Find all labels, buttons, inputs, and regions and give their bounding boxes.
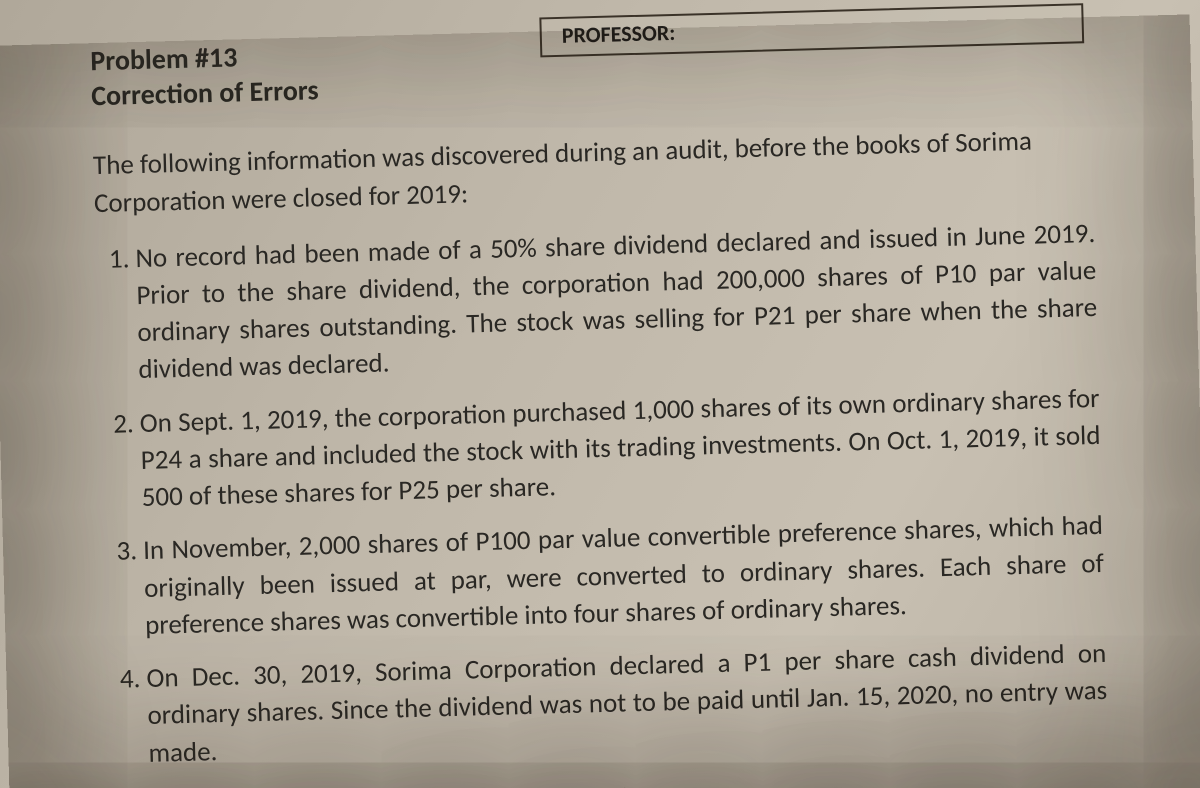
professor-label: PROFESSOR:: [561, 19, 675, 49]
list-item: On Sept. 1, 2019, the corporation purcha…: [139, 380, 1102, 517]
page: PROFESSOR: Problem #13 Correction of Err…: [0, 14, 1200, 788]
list-item: In November, 2,000 shares of P100 par va…: [143, 507, 1106, 644]
items-list: No record had been made of a 50% share d…: [83, 215, 1109, 774]
required-line: Required: Prepare the necessary correcti…: [98, 769, 1111, 788]
list-item: On Dec. 30, 2019, Sorima Corporation dec…: [146, 635, 1109, 772]
required-text: Prepare the necessary correcting entries…: [210, 780, 660, 788]
intro-paragraph: The following information was discovered…: [93, 121, 1095, 223]
list-item: No record had been made of a 50% share d…: [135, 215, 1099, 389]
